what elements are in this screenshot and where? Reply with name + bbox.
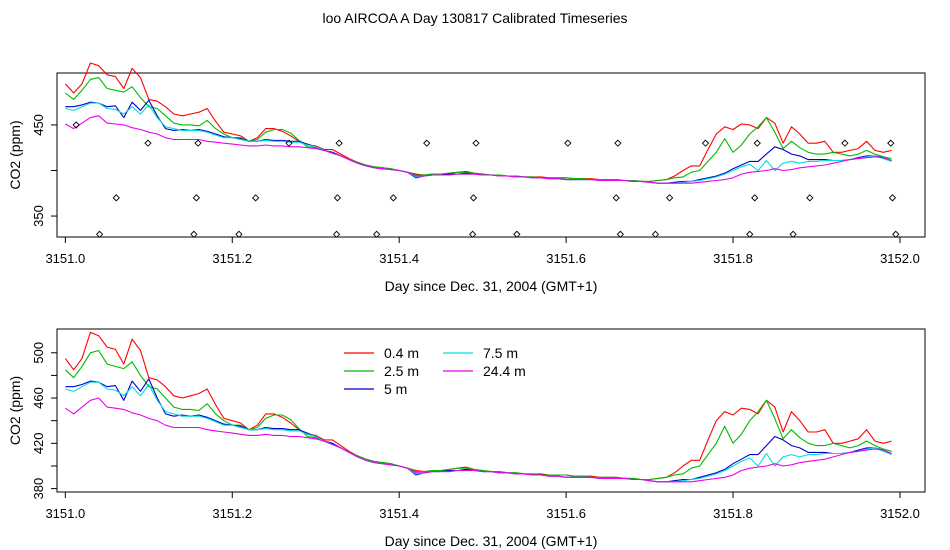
calibration-point bbox=[841, 139, 849, 147]
calibration-point bbox=[95, 230, 104, 238]
calibration-point bbox=[72, 121, 80, 129]
calibration-point bbox=[665, 194, 674, 202]
x-tick-label: 3151.8 bbox=[713, 506, 753, 521]
series-group-2 bbox=[64, 331, 892, 483]
x-axis-label: Day since Dec. 31, 2004 (GMT+1) bbox=[385, 533, 598, 549]
calibration-point bbox=[892, 230, 900, 238]
y-tick-label: 420 bbox=[31, 432, 46, 454]
calibration-point bbox=[235, 230, 243, 238]
series-line-7-5-m bbox=[65, 381, 892, 483]
y-axis-label: CO2 (ppm) bbox=[7, 376, 23, 445]
calibration-point bbox=[612, 194, 620, 202]
calibration-point bbox=[423, 139, 431, 147]
x-tick-label: 3151.4 bbox=[379, 506, 419, 521]
calibration-point bbox=[144, 139, 152, 147]
x-tick-label: 3151.2 bbox=[212, 251, 252, 266]
series-line-2-5-m bbox=[64, 349, 892, 481]
calibration-point bbox=[192, 194, 201, 202]
series-line-24-4-m bbox=[64, 397, 892, 483]
plot-frame-1 bbox=[56, 72, 926, 238]
legend-entry: 24.4 m bbox=[483, 363, 526, 379]
series-line-24-4-m bbox=[65, 115, 892, 184]
plot-frame-2 bbox=[56, 328, 926, 493]
calibration-point bbox=[751, 194, 759, 202]
calibration-point bbox=[335, 139, 343, 147]
legend-entry: 2.5 m bbox=[384, 363, 419, 379]
calibration-point bbox=[469, 194, 478, 202]
calibration-point bbox=[753, 139, 761, 147]
series-group-1 bbox=[64, 62, 892, 184]
x-tick-label: 3151.8 bbox=[713, 251, 753, 266]
calibration-point bbox=[701, 139, 710, 147]
x-axis-label: Day since Dec. 31, 2004 (GMT+1) bbox=[385, 278, 598, 294]
y-tick-label: 500 bbox=[31, 342, 46, 364]
calibration-point bbox=[746, 230, 754, 238]
x-tick-label: 3151.0 bbox=[45, 251, 85, 266]
calibration-point bbox=[194, 139, 202, 147]
calibration-point bbox=[888, 194, 897, 202]
y-tick-label: 450 bbox=[31, 114, 46, 136]
y-axis-label: CO2 (ppm) bbox=[7, 120, 23, 189]
calibration-point bbox=[469, 230, 477, 238]
x-tick-label: 3151.6 bbox=[546, 506, 586, 521]
calibration-point bbox=[373, 230, 381, 238]
y-tick-label: 460 bbox=[31, 387, 46, 409]
calibration-point bbox=[333, 194, 342, 202]
calibration-point bbox=[616, 230, 625, 238]
calibration-point bbox=[190, 230, 198, 238]
legend-entry: 5 m bbox=[384, 381, 407, 397]
calibration-point bbox=[614, 139, 622, 147]
figure-title: loo AIRCOA A Day 130817 Calibrated Times… bbox=[322, 10, 628, 26]
calibration-point bbox=[332, 230, 341, 238]
calibration-point bbox=[389, 194, 397, 202]
calibration-point bbox=[887, 139, 895, 147]
calibration-point bbox=[789, 230, 797, 238]
y-tick-label: 350 bbox=[31, 205, 46, 227]
series-line-5-m bbox=[65, 378, 892, 483]
calibration-point bbox=[651, 230, 660, 238]
legend-entry: 0.4 m bbox=[384, 345, 419, 361]
x-tick-label: 3152.0 bbox=[880, 251, 920, 266]
calibration-point bbox=[285, 139, 293, 147]
calibration-point bbox=[472, 139, 480, 147]
x-tick-label: 3151.2 bbox=[212, 506, 252, 521]
x-tick-label: 3152.0 bbox=[880, 506, 920, 521]
series-line-0-4-m bbox=[64, 62, 892, 182]
x-tick-label: 3151.4 bbox=[379, 251, 419, 266]
x-tick-label: 3151.0 bbox=[45, 506, 85, 521]
legend-entry: 7.5 m bbox=[483, 345, 518, 361]
y-tick-label: 380 bbox=[31, 478, 46, 500]
calibration-point bbox=[564, 139, 572, 147]
series-line-0-4-m bbox=[64, 331, 892, 481]
calibration-point bbox=[112, 194, 120, 202]
series-line-2-5-m bbox=[64, 77, 892, 182]
x-tick-label: 3151.6 bbox=[546, 251, 586, 266]
calibration-point bbox=[806, 194, 814, 202]
calibration-point bbox=[513, 230, 521, 238]
calibration-point bbox=[252, 194, 260, 202]
